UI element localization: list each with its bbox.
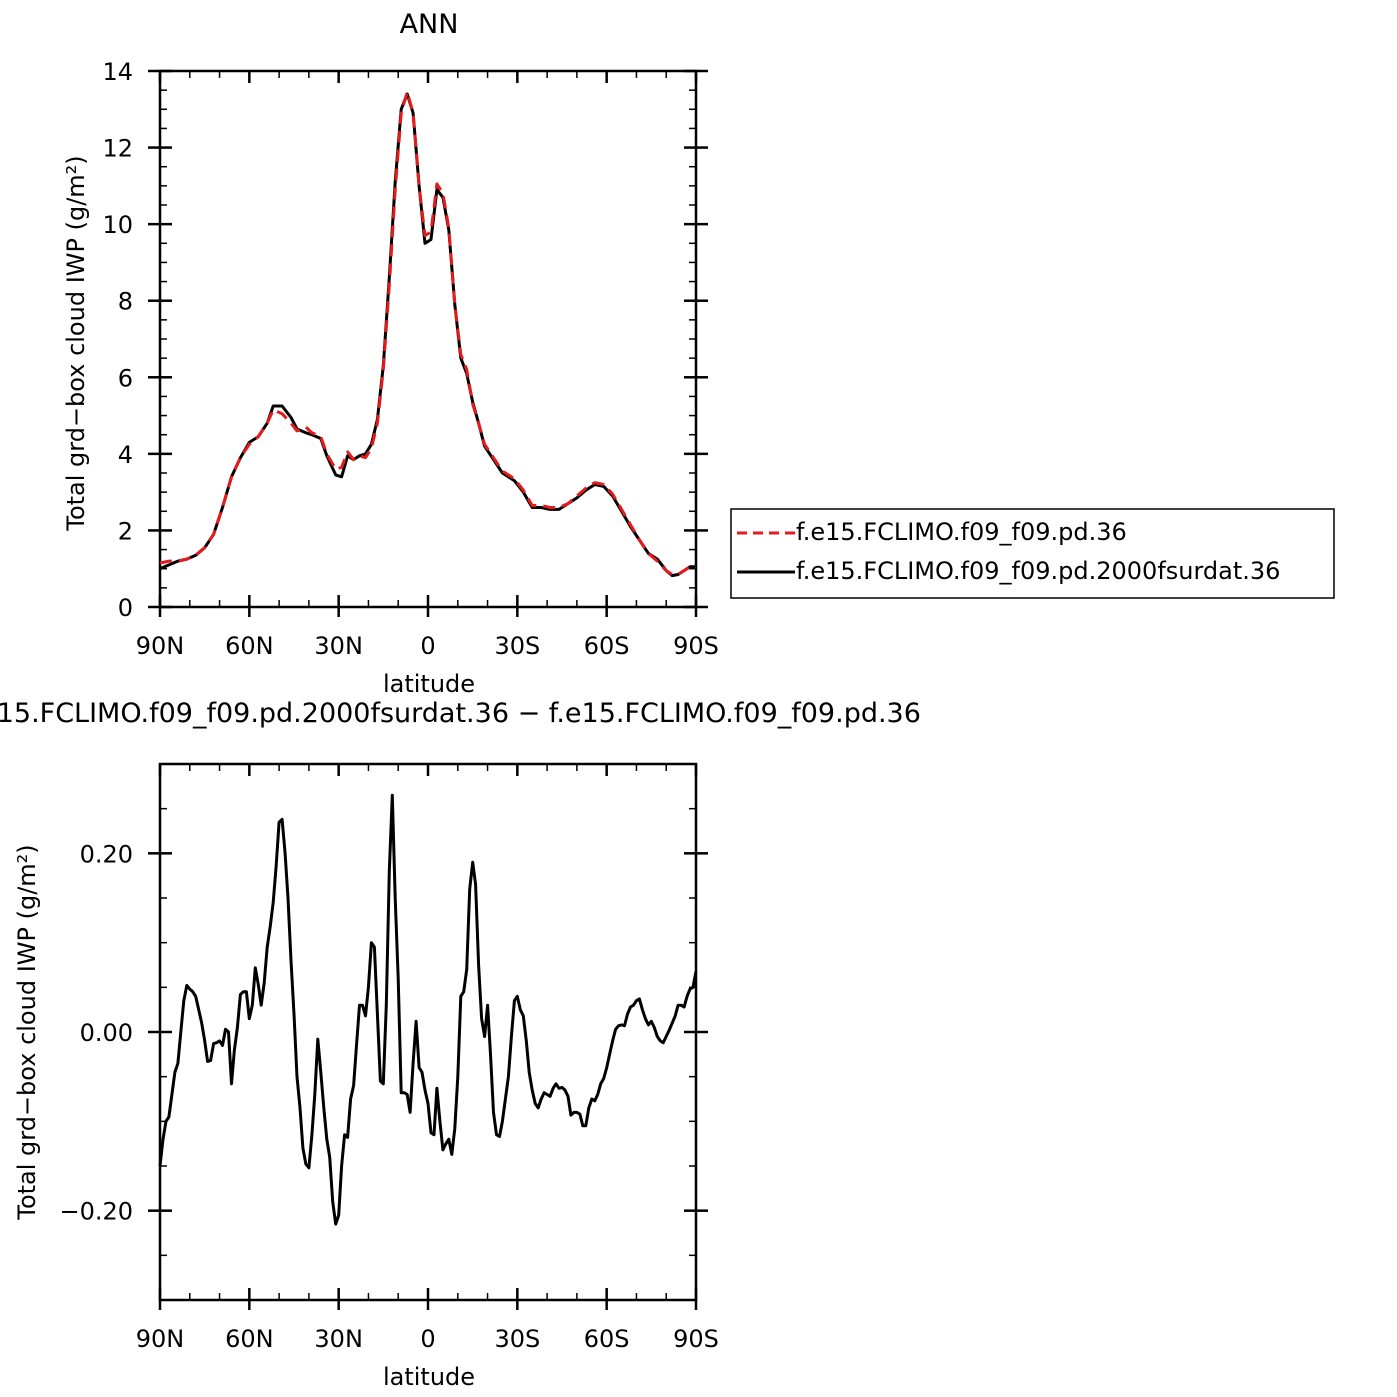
- bottom-series-group: [158, 793, 698, 1226]
- series-line-0: [158, 793, 698, 1226]
- top-panel: ANN 90N 60N 30N 0 30S 60S 90S 0 2 4 6 8 10 12 14 latit…: [62, 9, 719, 698]
- legend-box: [730, 508, 1335, 599]
- x-tick-label: 60S: [584, 1325, 630, 1353]
- top-x-axis-title: latitude: [383, 670, 475, 698]
- x-tick-label: 60N: [225, 632, 274, 660]
- x-tick-label: 90S: [673, 1325, 719, 1353]
- y-tick-label: 12: [102, 135, 133, 163]
- x-tick-label: 0: [420, 1325, 435, 1353]
- y-tick-label: −0.20: [59, 1198, 133, 1226]
- y-tick-label: 6: [118, 364, 133, 392]
- x-tick-label: 90N: [136, 632, 185, 660]
- y-tick-label: 4: [118, 441, 133, 469]
- legend-label-0: f.e15.FCLIMO.f09_f09.pd.36: [796, 518, 1127, 546]
- bottom-axis-ticks: [148, 763, 708, 1310]
- y-tick-label: 10: [102, 211, 133, 239]
- bottom-axis-tick-labels: 90N 60N 30N 0 30S 60S 90S −0.20 0.00 0.20: [59, 840, 718, 1353]
- y-tick-label: 2: [118, 517, 133, 545]
- legend: f.e15.FCLIMO.f09_f09.pd.36 f.e15.FCLIMO.…: [730, 508, 1335, 599]
- bottom-panel: f.e15.FCLIMO.f09_f09.pd.2000fsurdat.36 −…: [0, 698, 921, 1391]
- x-tick-label: 30S: [494, 1325, 540, 1353]
- top-axis-tick-labels: 90N 60N 30N 0 30S 60S 90S 0 2 4 6 8 10 12 14: [102, 58, 718, 660]
- x-tick-label: 30N: [314, 632, 363, 660]
- top-series-group: [159, 90, 696, 578]
- x-tick-label: 60N: [225, 1325, 274, 1353]
- top-axis-ticks: [148, 69, 708, 617]
- x-tick-label: 0: [420, 632, 435, 660]
- x-tick-label: 90S: [673, 632, 719, 660]
- bottom-plot-title: f.e15.FCLIMO.f09_f09.pd.2000fsurdat.36 −…: [0, 698, 921, 729]
- x-tick-label: 90N: [136, 1325, 185, 1353]
- x-tick-label: 60S: [584, 632, 630, 660]
- x-tick-label: 30N: [314, 1325, 363, 1353]
- bottom-y-axis-title: Total grd−box cloud IWP (g/m²): [13, 844, 41, 1220]
- series-line-0: [159, 90, 696, 576]
- y-tick-label: 0: [118, 594, 133, 622]
- top-y-axis-title: Total grd−box cloud IWP (g/m²): [62, 155, 90, 531]
- y-tick-label: 0.00: [80, 1019, 133, 1047]
- top-plot-frame: [158, 69, 698, 609]
- y-tick-label: 0.20: [80, 840, 133, 868]
- legend-label-1: f.e15.FCLIMO.f09_f09.pd.2000fsurdat.36: [796, 557, 1280, 585]
- series-line-1: [159, 92, 696, 578]
- bottom-x-axis-title: latitude: [383, 1363, 475, 1391]
- y-tick-label: 14: [102, 58, 133, 86]
- top-plot-title: ANN: [400, 9, 459, 40]
- y-tick-label: 8: [118, 288, 133, 316]
- x-tick-label: 30S: [494, 632, 540, 660]
